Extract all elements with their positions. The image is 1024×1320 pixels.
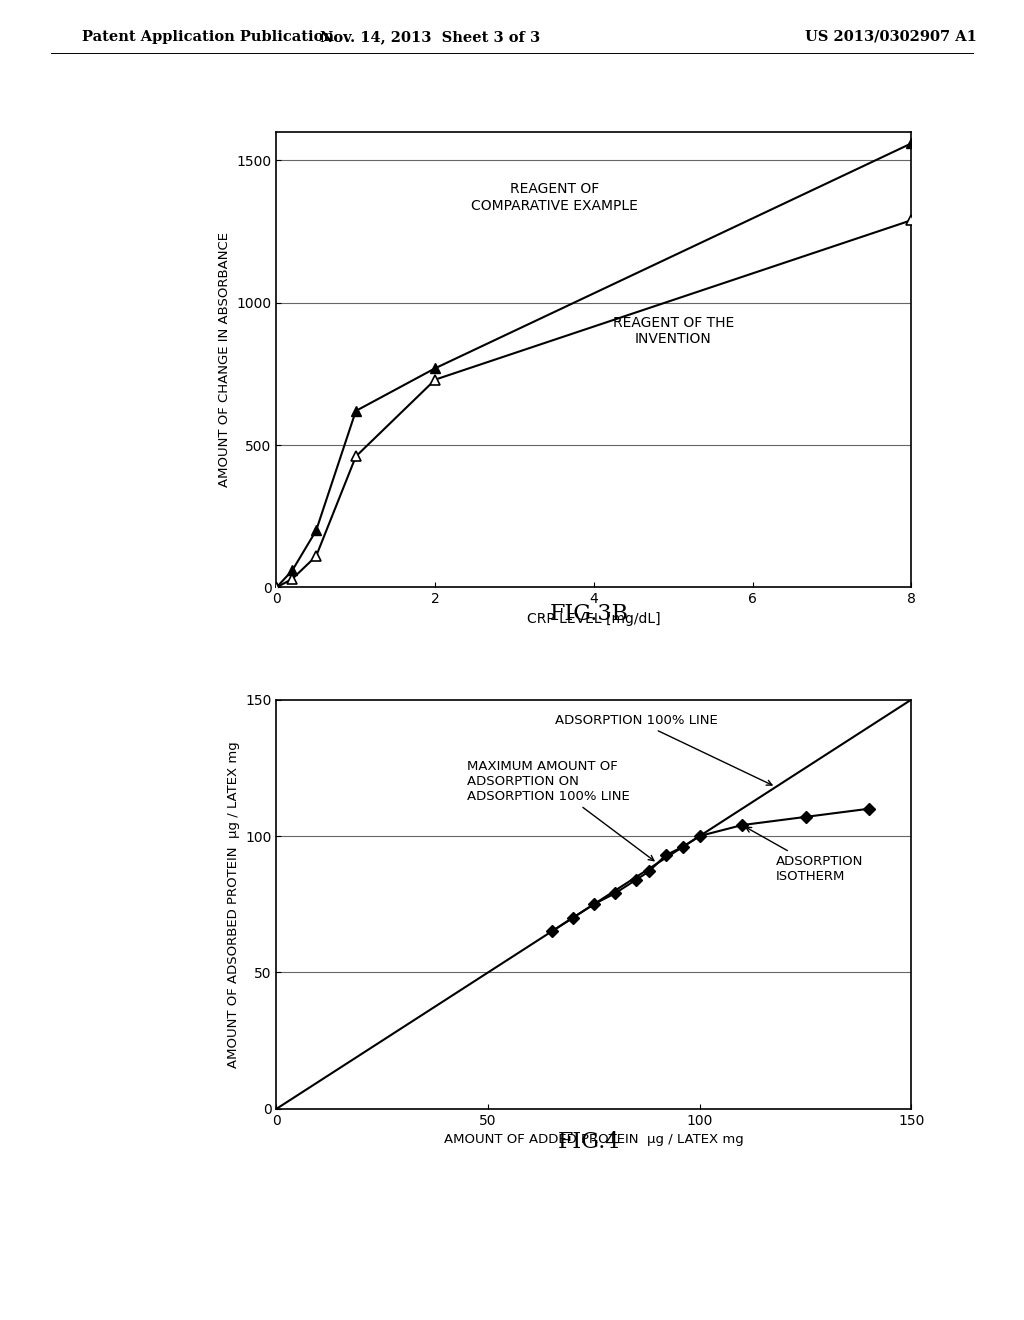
Y-axis label: AMOUNT OF CHANGE IN ABSORBANCE: AMOUNT OF CHANGE IN ABSORBANCE — [218, 232, 231, 487]
Y-axis label: AMOUNT OF ADSORBED PROTEIN  μg / LATEX mg: AMOUNT OF ADSORBED PROTEIN μg / LATEX mg — [226, 741, 240, 1068]
Text: Patent Application Publication: Patent Application Publication — [82, 30, 334, 44]
Text: FIG.3B: FIG.3B — [549, 603, 629, 624]
Text: US 2013/0302907 A1: US 2013/0302907 A1 — [805, 30, 977, 44]
Text: FIG.4: FIG.4 — [557, 1131, 621, 1152]
Text: REAGENT OF THE
INVENTION: REAGENT OF THE INVENTION — [612, 315, 734, 346]
Text: ADSORPTION 100% LINE: ADSORPTION 100% LINE — [555, 714, 772, 785]
X-axis label: AMOUNT OF ADDED PROTEIN  μg / LATEX mg: AMOUNT OF ADDED PROTEIN μg / LATEX mg — [444, 1133, 743, 1146]
Text: Nov. 14, 2013  Sheet 3 of 3: Nov. 14, 2013 Sheet 3 of 3 — [321, 30, 540, 44]
Text: REAGENT OF
COMPARATIVE EXAMPLE: REAGENT OF COMPARATIVE EXAMPLE — [471, 182, 638, 213]
Text: MAXIMUM AMOUNT OF
ADSORPTION ON
ADSORPTION 100% LINE: MAXIMUM AMOUNT OF ADSORPTION ON ADSORPTI… — [467, 760, 654, 861]
Text: ADSORPTION
ISOTHERM: ADSORPTION ISOTHERM — [745, 828, 863, 883]
X-axis label: CRP LEVEL [mg/dL]: CRP LEVEL [mg/dL] — [527, 611, 660, 626]
